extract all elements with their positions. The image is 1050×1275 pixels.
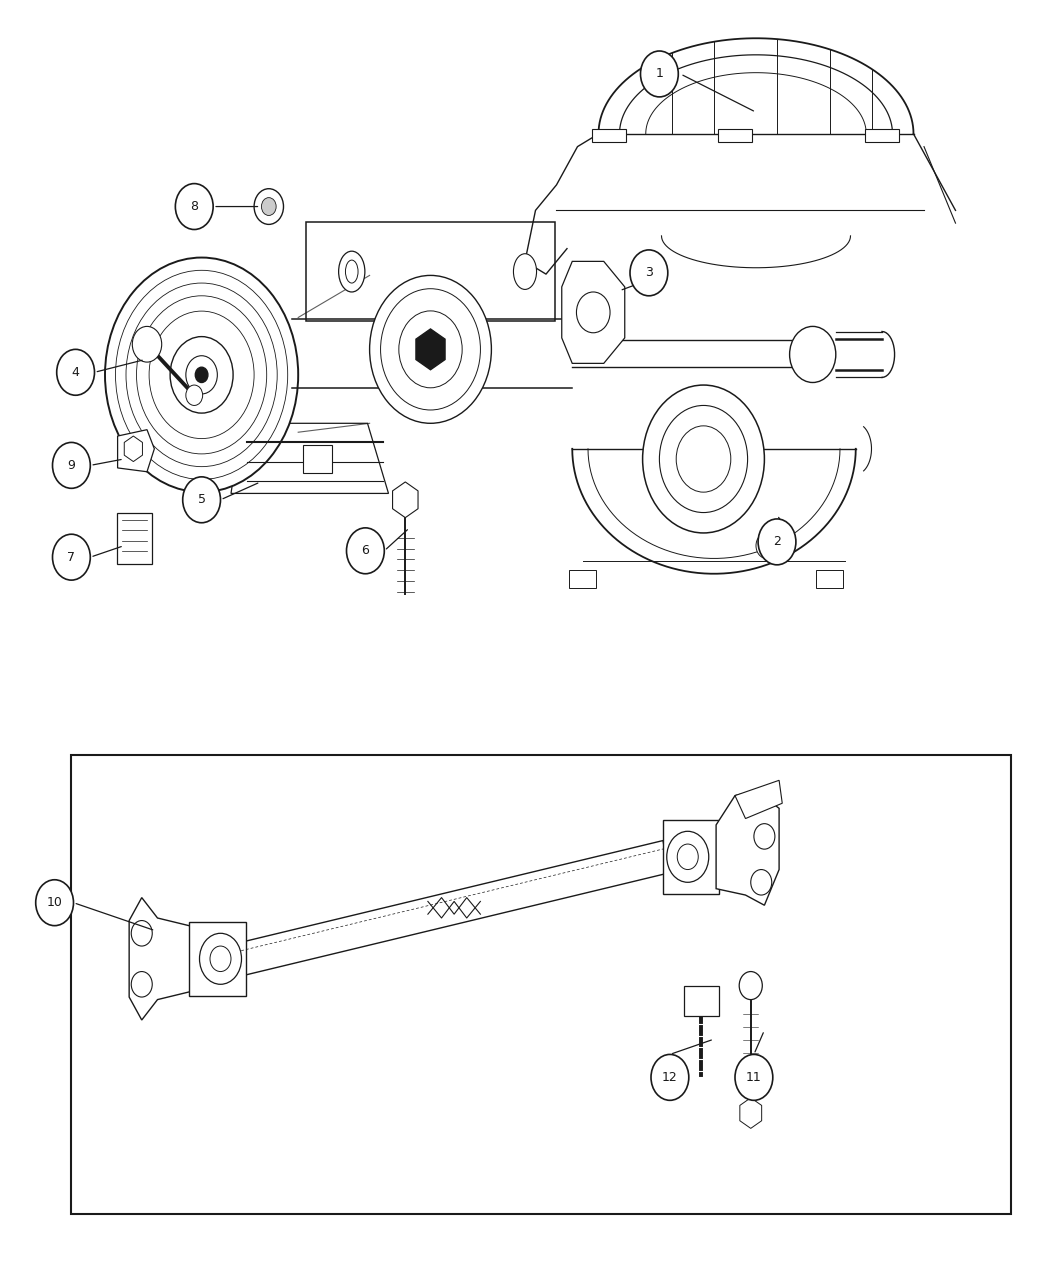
Circle shape bbox=[136, 296, 267, 454]
Circle shape bbox=[126, 283, 277, 467]
Circle shape bbox=[175, 184, 213, 230]
Polygon shape bbox=[416, 329, 445, 370]
Circle shape bbox=[52, 442, 90, 488]
FancyBboxPatch shape bbox=[569, 570, 596, 588]
Circle shape bbox=[640, 51, 678, 97]
FancyBboxPatch shape bbox=[663, 820, 719, 894]
Text: 2: 2 bbox=[773, 536, 781, 548]
Circle shape bbox=[36, 880, 74, 926]
Circle shape bbox=[751, 870, 772, 895]
Circle shape bbox=[170, 337, 233, 413]
Circle shape bbox=[52, 534, 90, 580]
Text: 9: 9 bbox=[67, 459, 76, 472]
FancyBboxPatch shape bbox=[592, 129, 626, 142]
Circle shape bbox=[576, 292, 610, 333]
Circle shape bbox=[659, 405, 748, 513]
Text: 4: 4 bbox=[71, 366, 80, 379]
Polygon shape bbox=[735, 780, 782, 819]
Ellipse shape bbox=[338, 251, 364, 292]
Circle shape bbox=[399, 311, 462, 388]
FancyBboxPatch shape bbox=[117, 513, 152, 564]
Circle shape bbox=[756, 533, 777, 558]
FancyBboxPatch shape bbox=[816, 570, 843, 588]
Text: 5: 5 bbox=[197, 493, 206, 506]
Circle shape bbox=[667, 831, 709, 882]
Circle shape bbox=[149, 311, 254, 439]
Ellipse shape bbox=[513, 254, 537, 289]
Circle shape bbox=[186, 385, 203, 405]
Circle shape bbox=[132, 326, 162, 362]
Circle shape bbox=[131, 972, 152, 997]
Circle shape bbox=[643, 385, 764, 533]
Circle shape bbox=[210, 946, 231, 972]
Text: 8: 8 bbox=[190, 200, 198, 213]
Text: 3: 3 bbox=[645, 266, 653, 279]
Polygon shape bbox=[118, 430, 154, 472]
Text: 6: 6 bbox=[361, 544, 370, 557]
Polygon shape bbox=[562, 261, 625, 363]
Circle shape bbox=[116, 270, 288, 479]
Polygon shape bbox=[231, 423, 388, 493]
Text: 1: 1 bbox=[655, 68, 664, 80]
Circle shape bbox=[57, 349, 94, 395]
Circle shape bbox=[131, 921, 152, 946]
Circle shape bbox=[370, 275, 491, 423]
Circle shape bbox=[195, 367, 208, 382]
Circle shape bbox=[790, 326, 836, 382]
Text: 10: 10 bbox=[46, 896, 63, 909]
FancyBboxPatch shape bbox=[865, 129, 899, 142]
Circle shape bbox=[183, 477, 220, 523]
Circle shape bbox=[630, 250, 668, 296]
Circle shape bbox=[105, 258, 298, 492]
Text: 7: 7 bbox=[67, 551, 76, 564]
Circle shape bbox=[677, 844, 698, 870]
Circle shape bbox=[758, 519, 796, 565]
Circle shape bbox=[739, 972, 762, 1000]
Ellipse shape bbox=[345, 260, 358, 283]
Polygon shape bbox=[129, 898, 194, 1020]
FancyBboxPatch shape bbox=[303, 445, 332, 473]
Circle shape bbox=[651, 1054, 689, 1100]
Circle shape bbox=[254, 189, 284, 224]
Circle shape bbox=[676, 426, 731, 492]
FancyBboxPatch shape bbox=[189, 922, 246, 996]
Circle shape bbox=[261, 198, 276, 215]
Circle shape bbox=[754, 824, 775, 849]
FancyBboxPatch shape bbox=[718, 129, 752, 142]
Circle shape bbox=[735, 1054, 773, 1100]
Circle shape bbox=[380, 288, 481, 411]
FancyBboxPatch shape bbox=[684, 986, 719, 1016]
FancyBboxPatch shape bbox=[71, 755, 1011, 1214]
Circle shape bbox=[200, 933, 242, 984]
Text: 11: 11 bbox=[746, 1071, 761, 1084]
Polygon shape bbox=[716, 790, 779, 905]
FancyBboxPatch shape bbox=[306, 222, 555, 321]
Circle shape bbox=[346, 528, 384, 574]
Text: 12: 12 bbox=[662, 1071, 678, 1084]
Polygon shape bbox=[239, 840, 669, 975]
Circle shape bbox=[186, 356, 217, 394]
